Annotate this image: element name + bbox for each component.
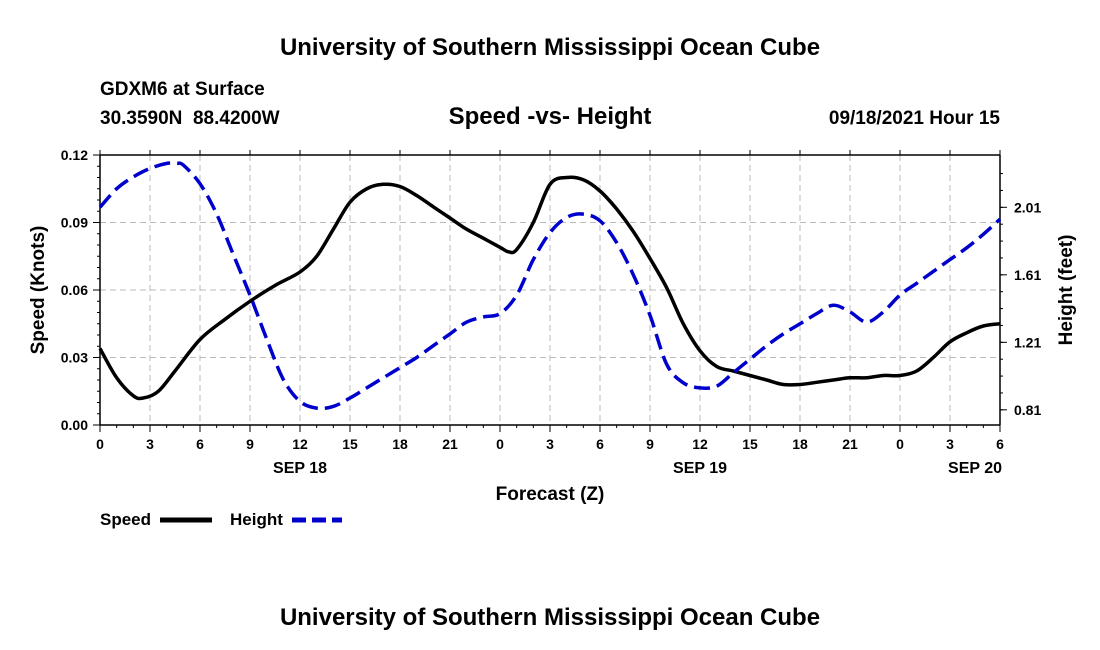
y-tick-label: 0.00: [61, 417, 88, 433]
legend: Speed Height: [100, 510, 342, 529]
chart-title: Speed -vs- Height: [449, 103, 652, 130]
x-tick-label: 0: [496, 436, 504, 452]
series: [98, 161, 1002, 411]
y-tick-label: 0.09: [61, 215, 88, 231]
x-tick-label: 18: [792, 436, 808, 452]
series-line-height: [98, 161, 1002, 411]
page-title-top: University of Southern Mississippi Ocean…: [280, 34, 820, 61]
y-tick-label: 0.06: [61, 282, 88, 298]
x-tick-label: 21: [842, 436, 858, 452]
coordinates-label: 30.3590N 88.4200W: [100, 108, 280, 129]
x-tick-label: 6: [996, 436, 1004, 452]
date-label: SEP 19: [673, 460, 727, 477]
x-tick-label: 3: [946, 436, 954, 452]
y2-axis-title: Height (feet): [1056, 235, 1077, 346]
y-axis-title: Speed (Knots): [28, 226, 49, 355]
x-tick-label: 15: [342, 436, 358, 452]
date-label: SEP 20: [948, 460, 1002, 477]
x-tick-label: 3: [546, 436, 554, 452]
legend-height-label: Height: [230, 510, 283, 529]
x-tick-label: 9: [246, 436, 254, 452]
x-tick-label: 18: [392, 436, 408, 452]
x-tick-label: 6: [596, 436, 604, 452]
series-line-speed: [98, 175, 1001, 401]
datetime-label: 09/18/2021 Hour 15: [829, 108, 1001, 129]
legend-speed-label: Speed: [100, 510, 151, 529]
x-tick-label: 9: [646, 436, 654, 452]
y2-tick-label: 2.01: [1014, 199, 1041, 215]
date-label: SEP 18: [273, 460, 327, 477]
x-tick-label: 0: [96, 436, 104, 452]
x-tick-label: 3: [146, 436, 154, 452]
x-tick-label: 0: [896, 436, 904, 452]
x-tick-label: 6: [196, 436, 204, 452]
x-tick-label: 12: [292, 436, 308, 452]
grid: [100, 155, 1000, 425]
x-axis-title: Forecast (Z): [496, 484, 605, 505]
y2-tick-label: 0.81: [1014, 402, 1041, 418]
axes: 0 3 6 9 12 15 18 21 0 3 6 9 12 15 18 21 0 3 6 SEP 18 SEP 19 S…: [61, 147, 1042, 477]
page-title-bottom: University of Southern Mississippi Ocean…: [280, 604, 820, 631]
x-tick-label: 21: [442, 436, 458, 452]
y2-tick-label: 1.61: [1014, 267, 1041, 283]
x-tick-label: 12: [692, 436, 708, 452]
y2-tick-label: 1.21: [1014, 334, 1041, 350]
station-label: GDXM6 at Surface: [100, 79, 265, 100]
y-tick-label: 0.03: [61, 350, 88, 366]
y-tick-label: 0.12: [61, 147, 88, 163]
x-tick-label: 15: [742, 436, 758, 452]
